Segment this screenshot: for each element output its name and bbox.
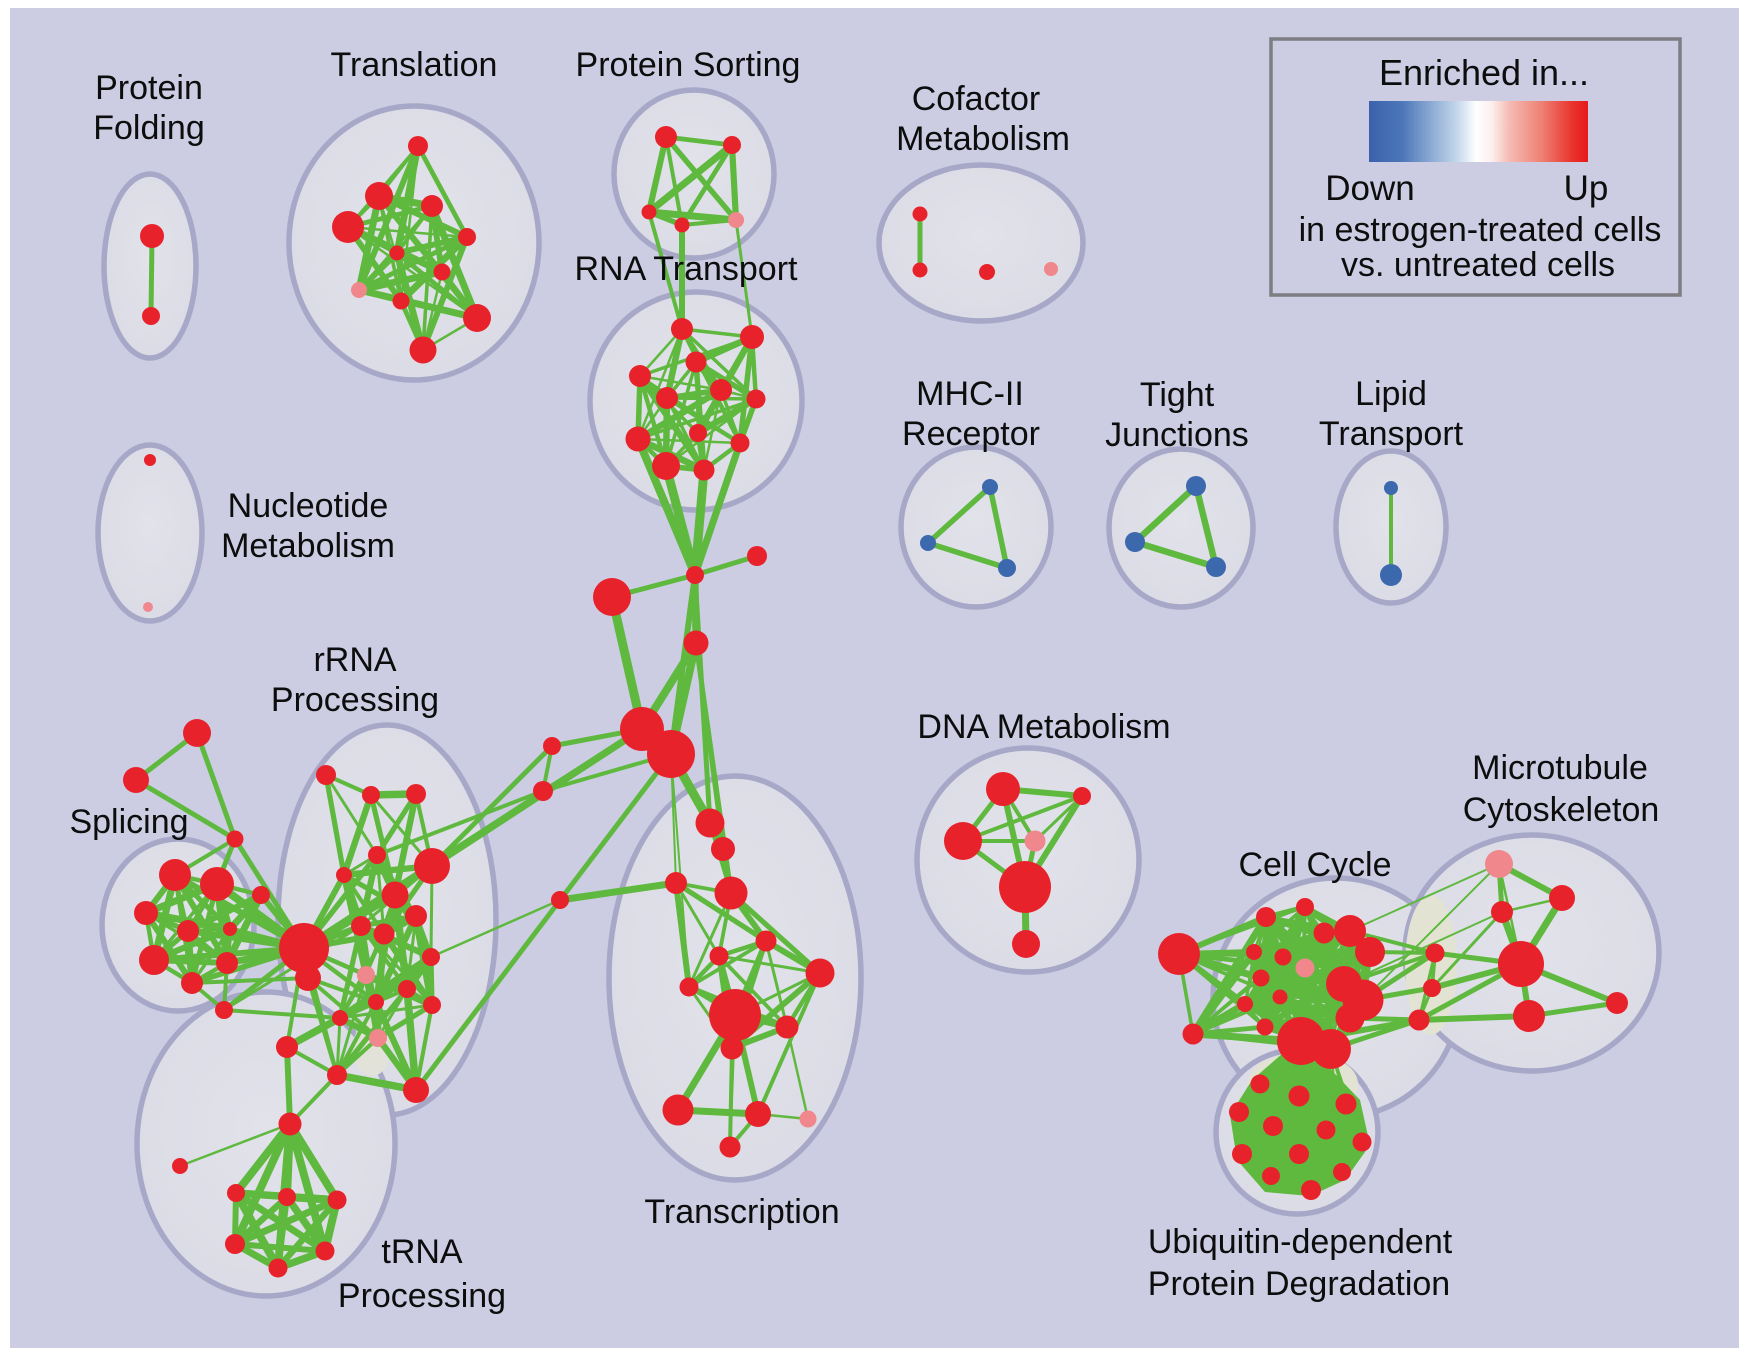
svg-text:Junctions: Junctions [1105,416,1249,454]
svg-text:rRNA: rRNA [313,641,396,679]
svg-text:Processing: Processing [338,1277,506,1315]
svg-text:in estrogen-treated cells: in estrogen-treated cells [1299,211,1662,249]
svg-text:Enriched in...: Enriched in... [1379,52,1589,93]
svg-text:Protein: Protein [95,69,203,107]
svg-text:Folding: Folding [93,109,205,147]
svg-text:Ubiquitin-dependent: Ubiquitin-dependent [1148,1223,1453,1261]
svg-text:Down: Down [1325,169,1414,208]
svg-text:Transcription: Transcription [644,1193,839,1231]
svg-text:tRNA: tRNA [381,1233,463,1271]
svg-text:Lipid: Lipid [1355,375,1427,413]
svg-text:Cytoskeleton: Cytoskeleton [1463,791,1660,829]
svg-text:Microtubule: Microtubule [1472,749,1648,787]
svg-text:Cell Cycle: Cell Cycle [1238,846,1391,884]
svg-text:Splicing: Splicing [69,803,188,841]
svg-text:Protein Degradation: Protein Degradation [1148,1265,1450,1303]
svg-text:Receptor: Receptor [902,415,1040,453]
svg-text:Translation: Translation [331,46,498,84]
svg-text:Metabolism: Metabolism [221,527,395,565]
svg-text:MHC-II: MHC-II [916,375,1024,413]
svg-text:Tight: Tight [1140,376,1215,414]
svg-text:Protein Sorting: Protein Sorting [576,46,801,84]
svg-text:Metabolism: Metabolism [896,120,1070,158]
svg-text:Processing: Processing [271,681,439,719]
svg-text:RNA Transport: RNA Transport [575,250,799,288]
svg-text:DNA Metabolism: DNA Metabolism [917,708,1170,746]
svg-text:Nucleotide: Nucleotide [228,487,389,525]
svg-text:Up: Up [1564,169,1609,208]
svg-text:Transport: Transport [1319,415,1464,453]
svg-text:vs. untreated cells: vs. untreated cells [1341,246,1615,284]
svg-text:Cofactor: Cofactor [912,80,1041,118]
